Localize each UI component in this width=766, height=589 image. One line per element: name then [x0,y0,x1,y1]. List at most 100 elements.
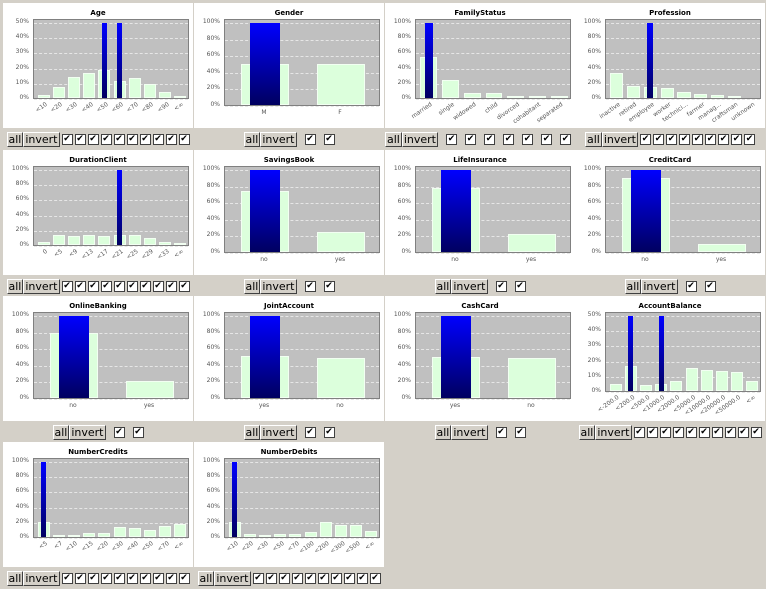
bar-durationclient[interactable] [68,235,80,245]
category-checkbox[interactable]: ✔ [560,133,571,145]
category-checkbox[interactable]: ✔ [178,280,190,292]
bar-numberdebits[interactable] [304,532,317,537]
category-checkbox[interactable]: ✔ [495,426,507,438]
bar-numbercredits[interactable] [98,532,111,537]
bar-numbercredits[interactable] [83,532,96,537]
bar-numberdebits[interactable] [319,522,332,537]
selected-bar-savingsbook[interactable] [250,170,280,252]
select-all-button[interactable]: all [52,424,70,440]
invert-selection-button[interactable]: invert [260,424,297,440]
select-all-button[interactable]: all [578,424,596,440]
category-checkbox[interactable]: ✔ [165,133,177,145]
bar-profession[interactable] [677,92,691,98]
bar-numbercredits[interactable] [174,524,187,537]
bar-profession[interactable] [660,88,674,98]
category-checkbox[interactable]: ✔ [666,133,677,145]
bar-accountbalance[interactable] [731,371,744,391]
category-checkbox[interactable]: ✔ [317,572,329,584]
bar-onlinebanking[interactable] [125,380,175,398]
category-checkbox[interactable]: ✔ [659,426,671,438]
bar-accountbalance[interactable] [716,370,728,391]
category-checkbox[interactable]: ✔ [152,280,164,292]
select-all-button[interactable]: all [6,570,24,586]
category-checkbox[interactable]: ✔ [87,572,99,584]
category-checkbox[interactable]: ✔ [541,133,552,145]
category-checkbox[interactable]: ✔ [640,133,651,145]
category-checkbox[interactable]: ✔ [514,426,526,438]
bar-durationclient[interactable] [159,242,172,245]
category-checkbox[interactable]: ✔ [100,280,112,292]
bar-profession[interactable] [609,73,624,98]
bar-age[interactable] [128,77,141,98]
invert-selection-button[interactable]: invert [451,424,488,440]
category-checkbox[interactable]: ✔ [139,133,151,145]
bar-numbercredits[interactable] [144,529,156,537]
category-checkbox[interactable]: ✔ [139,280,151,292]
category-checkbox[interactable]: ✔ [113,133,125,145]
select-all-button[interactable]: all [434,424,452,440]
category-checkbox[interactable]: ✔ [685,426,697,438]
invert-selection-button[interactable]: invert [23,131,60,147]
category-checkbox[interactable]: ✔ [304,426,316,438]
category-checkbox[interactable]: ✔ [495,280,507,292]
category-checkbox[interactable]: ✔ [74,133,86,145]
category-checkbox[interactable]: ✔ [291,572,303,584]
category-checkbox[interactable]: ✔ [61,280,73,292]
category-checkbox[interactable]: ✔ [737,426,749,438]
selected-bar-durationclient[interactable] [116,170,123,245]
bar-durationclient[interactable] [37,242,50,245]
bar-gender[interactable] [316,64,366,105]
category-checkbox[interactable]: ✔ [278,572,290,584]
selected-bar-accountbalance[interactable] [628,316,634,391]
category-checkbox[interactable]: ✔ [356,572,368,584]
category-checkbox[interactable]: ✔ [672,426,684,438]
bar-cashcard[interactable] [507,357,557,398]
bar-durationclient[interactable] [128,234,141,245]
invert-selection-button[interactable]: invert [601,131,638,147]
bar-profession[interactable] [728,95,742,98]
bar-accountbalance[interactable] [700,370,713,391]
category-checkbox[interactable]: ✔ [100,572,112,584]
bar-lifeinsurance[interactable] [507,233,557,252]
invert-selection-button[interactable]: invert [23,278,60,294]
category-checkbox[interactable]: ✔ [465,133,476,145]
selected-bar-gender[interactable] [250,23,280,105]
invert-selection-button[interactable]: invert [260,131,297,147]
bar-familystatus[interactable] [485,92,503,98]
bar-accountbalance[interactable] [640,385,652,391]
category-checkbox[interactable]: ✔ [304,133,316,145]
category-checkbox[interactable]: ✔ [343,572,355,584]
bar-age[interactable] [52,86,65,98]
selected-bar-lifeinsurance[interactable] [441,170,471,252]
selected-bar-age[interactable] [116,23,123,98]
bar-profession[interactable] [711,95,725,98]
category-checkbox[interactable]: ✔ [132,426,144,438]
category-checkbox[interactable]: ✔ [74,280,86,292]
category-checkbox[interactable]: ✔ [369,572,381,584]
bar-durationclient[interactable] [144,238,156,245]
select-all-button[interactable]: all [6,131,24,147]
invert-selection-button[interactable]: invert [595,424,632,440]
category-checkbox[interactable]: ✔ [744,133,755,145]
bar-creditcard[interactable] [697,243,747,252]
selected-bar-cashcard[interactable] [441,316,471,398]
selected-bar-age[interactable] [101,23,108,98]
bar-familystatus[interactable] [442,80,460,98]
category-checkbox[interactable]: ✔ [165,280,177,292]
select-all-button[interactable]: all [624,278,642,294]
selected-bar-numberdebits[interactable] [231,462,238,537]
category-checkbox[interactable]: ✔ [100,133,112,145]
bar-age[interactable] [83,72,96,98]
bar-numberdebits[interactable] [350,525,363,537]
invert-selection-button[interactable]: invert [260,278,297,294]
bar-numbercredits[interactable] [113,527,126,537]
bar-familystatus[interactable] [507,95,525,98]
selected-bar-profession[interactable] [647,23,654,98]
category-checkbox[interactable]: ✔ [633,426,645,438]
bar-numberdebits[interactable] [335,525,347,537]
category-checkbox[interactable]: ✔ [252,572,264,584]
category-checkbox[interactable]: ✔ [323,133,335,145]
category-checkbox[interactable]: ✔ [679,133,690,145]
select-all-button[interactable]: all [585,131,602,147]
bar-accountbalance[interactable] [746,381,759,391]
